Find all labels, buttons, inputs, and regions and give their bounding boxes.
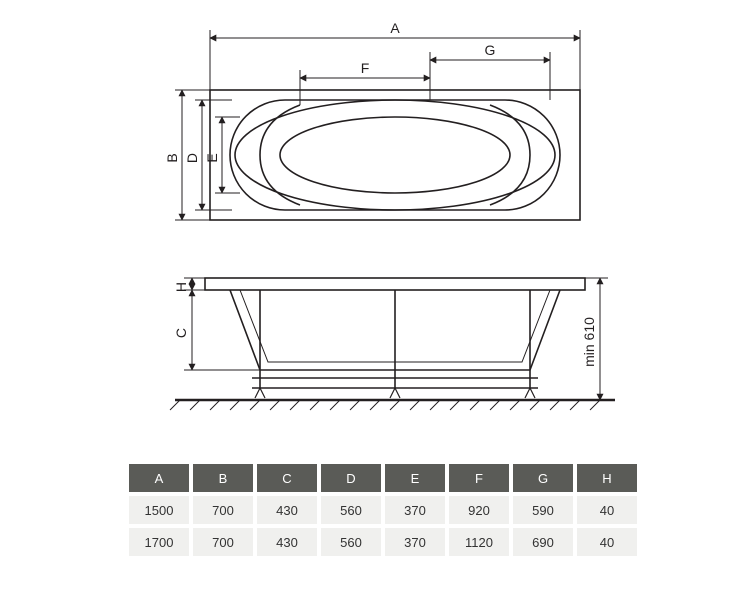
table-row: 1500 700 430 560 370 920 590 40 [129, 496, 637, 524]
dims-top: A G F [210, 20, 580, 105]
table-row: 1700 700 430 560 370 1120 690 40 [129, 528, 637, 556]
cell: 590 [513, 496, 573, 524]
dims-side-right: min 610 [581, 278, 608, 400]
col-header: E [385, 464, 445, 492]
col-header: F [449, 464, 509, 492]
svg-text:G: G [485, 42, 496, 58]
col-header: H [577, 464, 637, 492]
svg-text:B: B [164, 153, 180, 162]
cell: 1700 [129, 528, 189, 556]
svg-text:D: D [184, 153, 200, 163]
col-header: B [193, 464, 253, 492]
col-header: D [321, 464, 381, 492]
cell: 700 [193, 528, 253, 556]
dims-left: B D E [164, 90, 240, 220]
svg-text:H: H [173, 282, 189, 292]
cell: 1120 [449, 528, 509, 556]
cell: 1500 [129, 496, 189, 524]
min-height-label: min 610 [581, 317, 597, 367]
cell: 690 [513, 528, 573, 556]
top-view [210, 90, 580, 220]
svg-text:A: A [390, 20, 400, 36]
side-view [170, 278, 615, 410]
cell: 370 [385, 496, 445, 524]
col-header: C [257, 464, 317, 492]
svg-text:E: E [204, 153, 220, 162]
dimension-table: A B C D E F G H 1500 700 430 560 370 920… [125, 460, 641, 560]
cell: 920 [449, 496, 509, 524]
svg-text:C: C [173, 328, 189, 338]
cell: 430 [257, 496, 317, 524]
col-header: A [129, 464, 189, 492]
cell: 430 [257, 528, 317, 556]
col-header: G [513, 464, 573, 492]
cell: 560 [321, 496, 381, 524]
cell: 40 [577, 528, 637, 556]
cell: 560 [321, 528, 381, 556]
svg-text:F: F [361, 60, 370, 76]
cell: 700 [193, 496, 253, 524]
cell: 370 [385, 528, 445, 556]
technical-drawing: A G F B D E [0, 0, 754, 450]
table-header-row: A B C D E F G H [129, 464, 637, 492]
cell: 40 [577, 496, 637, 524]
dims-side-left: H C [173, 278, 260, 370]
